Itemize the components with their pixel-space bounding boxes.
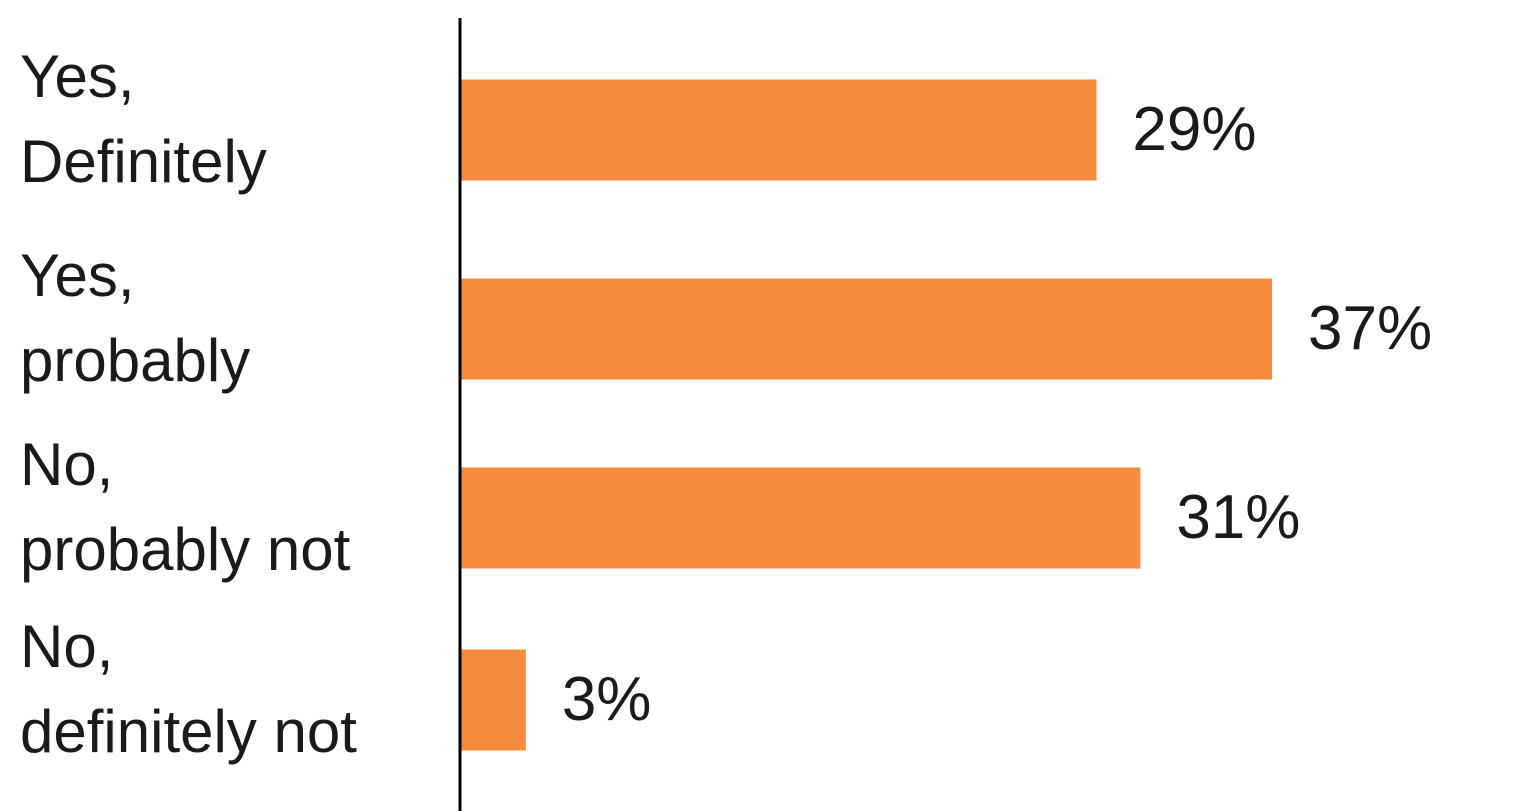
value-labels: 29% 37% 31% 3% bbox=[562, 95, 1432, 734]
bar bbox=[460, 649, 526, 751]
category-label-line: probably bbox=[20, 327, 250, 394]
category-label-line: Yes, bbox=[20, 43, 135, 110]
value-label: 37% bbox=[1308, 294, 1432, 363]
category-label-line: No, bbox=[20, 613, 113, 680]
category-label-line: Definitely bbox=[20, 128, 267, 195]
category-label: No, definitely not bbox=[20, 613, 357, 765]
bar bbox=[460, 79, 1097, 181]
bar bbox=[460, 467, 1141, 569]
category-label: Yes, probably bbox=[20, 242, 250, 394]
category-labels: Yes, Definitely Yes, probably No, probably no… bbox=[20, 43, 357, 765]
bars-layer bbox=[460, 79, 1272, 751]
bar bbox=[460, 278, 1272, 380]
category-label: No, probably not bbox=[20, 431, 351, 583]
category-label-line: Yes, bbox=[20, 242, 135, 309]
value-label: 31% bbox=[1176, 483, 1300, 552]
value-label: 29% bbox=[1132, 95, 1256, 164]
category-label-line: definitely not bbox=[20, 698, 357, 765]
value-label: 3% bbox=[562, 665, 652, 734]
category-label-line: No, bbox=[20, 431, 113, 498]
category-label-line: probably not bbox=[20, 516, 351, 583]
category-label: Yes, Definitely bbox=[20, 43, 267, 195]
